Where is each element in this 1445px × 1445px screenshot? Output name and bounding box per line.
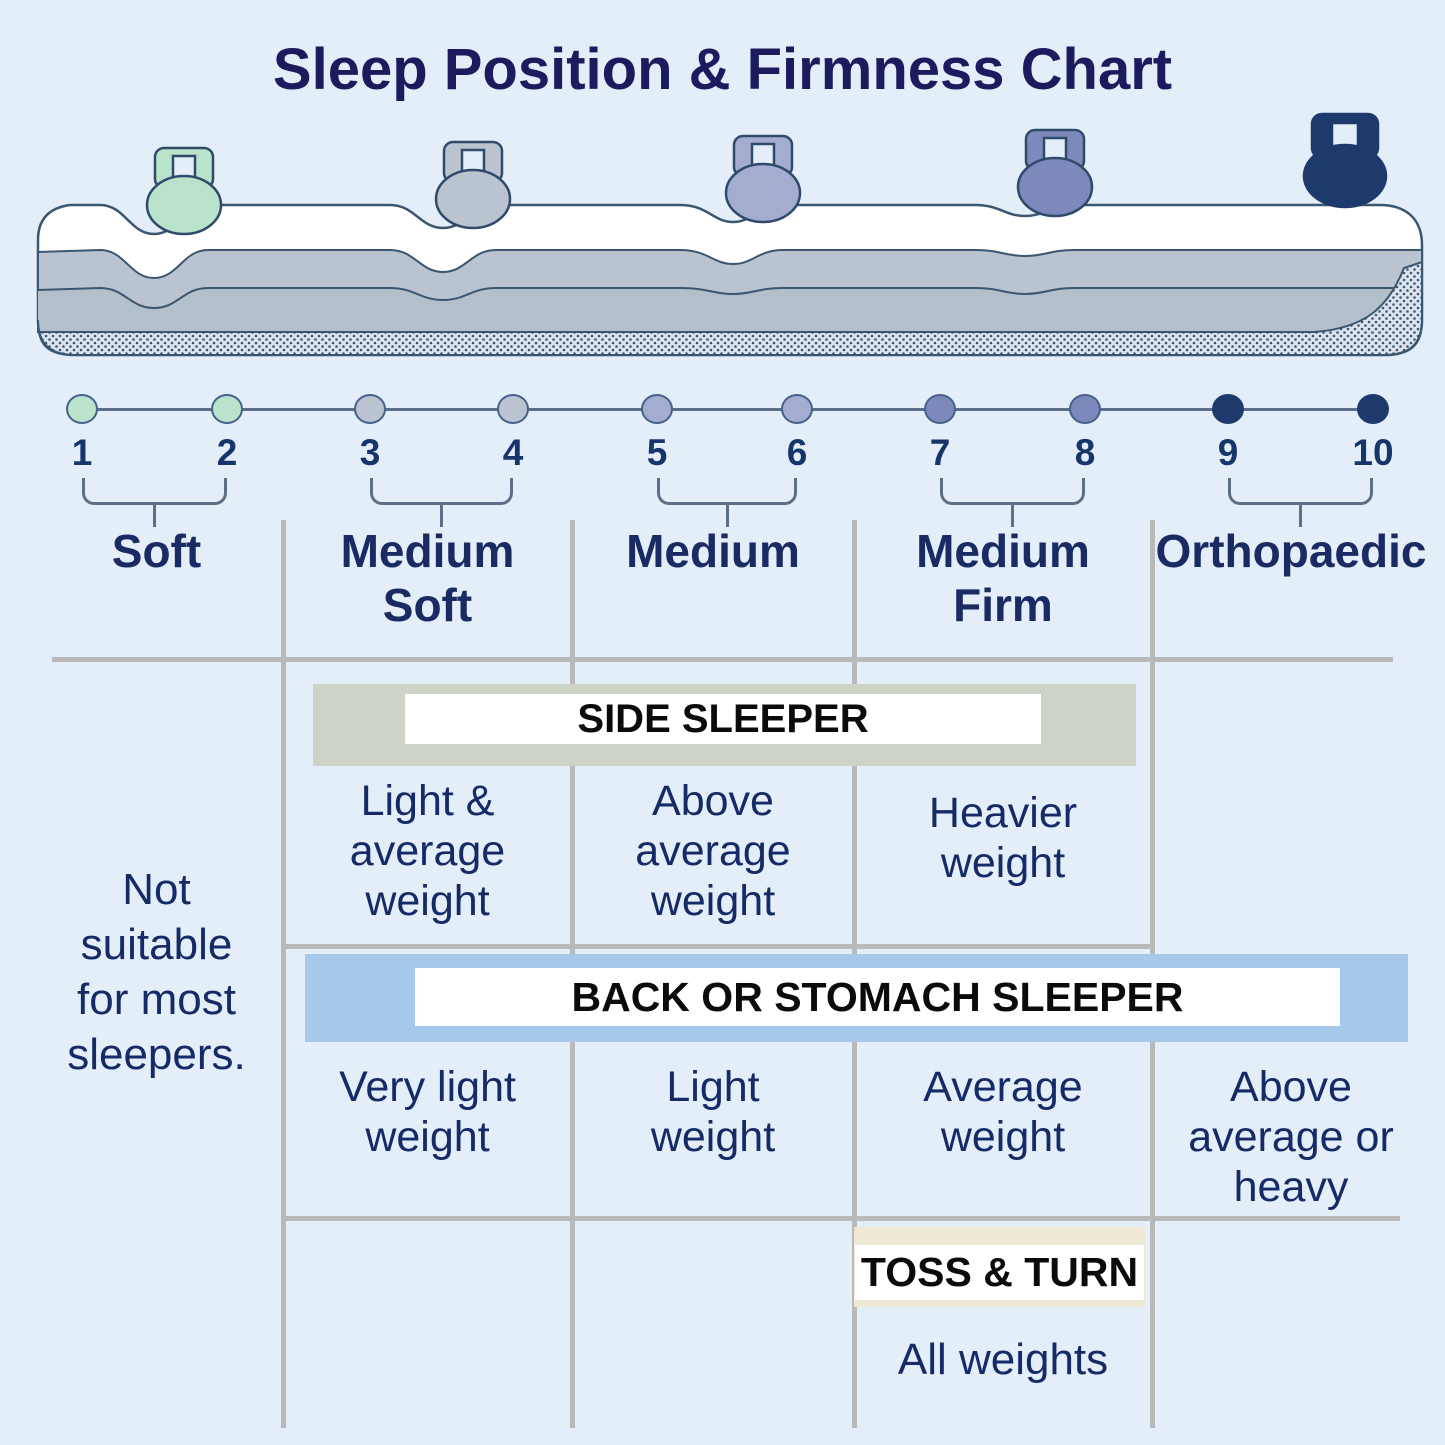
firmness-label-medium-firm: Medium Firm: [916, 525, 1090, 631]
kettlebell-4-icon: [1016, 128, 1094, 218]
back-sleeper-cell-medium: Light weight: [650, 1063, 776, 1161]
scale-dot-1: [66, 394, 98, 424]
scale-number: 7: [929, 432, 951, 473]
scale-dot-2: [211, 394, 243, 424]
scale-number: 8: [1074, 432, 1096, 473]
back-sleeper-cell-medium-soft: Very light weight: [339, 1063, 516, 1161]
mattress-illustration: [36, 112, 1424, 357]
side-sleeper-cell-medium-soft: Light & average weight: [349, 777, 506, 925]
not-suitable-note: Not suitable for most sleepers.: [67, 865, 246, 1079]
side-sleeper-band: SIDE SLEEPER: [313, 684, 1136, 766]
firmness-label-medium: Medium: [626, 525, 800, 577]
scale-dot-5: [641, 394, 673, 424]
scale-dot-9: [1212, 394, 1244, 424]
kettlebell-3-icon: [724, 134, 802, 224]
toss-turn-band: TOSS & TURN: [854, 1227, 1145, 1307]
scale-dot-10: [1357, 394, 1389, 424]
bracket-5-6: [657, 478, 797, 505]
back-stomach-sleeper-header: BACK OR STOMACH SLEEPER: [415, 968, 1340, 1026]
scale-dot-4: [497, 394, 529, 424]
scale-number: 1: [71, 432, 93, 473]
kettlebell-1-icon: [145, 146, 223, 236]
mattress-layer2: [37, 248, 1423, 310]
scale-number: 3: [359, 432, 381, 473]
back-stomach-sleeper-band: BACK OR STOMACH SLEEPER: [305, 954, 1408, 1042]
scale-number: 10: [1352, 432, 1394, 473]
row-divider: [283, 944, 1155, 949]
row-divider: [283, 1216, 1400, 1221]
bracket-tick: [440, 505, 443, 527]
row-divider: [52, 657, 1393, 662]
bracket-9-10: [1228, 478, 1373, 505]
bracket-3-4: [370, 478, 513, 505]
firmness-label-soft: Soft: [111, 525, 202, 577]
scale-dot-7: [924, 394, 956, 424]
kettlebell-5-icon: [1302, 112, 1388, 209]
page-title: Sleep Position & Firmness Chart: [272, 37, 1173, 102]
bracket-tick: [726, 505, 729, 527]
back-sleeper-cell-orthopaedic: Above average or heavy: [1188, 1063, 1394, 1211]
firmness-label-orthopaedic: Orthopaedic: [1155, 525, 1427, 577]
kettlebell-2-icon: [434, 140, 512, 230]
scale-number: 5: [646, 432, 668, 473]
bracket-7-8: [940, 478, 1085, 505]
scale-number: 6: [786, 432, 808, 473]
back-sleeper-cell-medium-firm: Average weight: [923, 1063, 1083, 1161]
firmness-label-medium-soft: Medium Soft: [340, 525, 515, 631]
scale-connector-line: [82, 408, 1373, 411]
bracket-tick: [153, 505, 156, 527]
scale-dot-3: [354, 394, 386, 424]
side-sleeper-header: SIDE SLEEPER: [405, 694, 1041, 744]
scale-dot-6: [781, 394, 813, 424]
column-divider: [281, 520, 286, 1428]
toss-turn-header: TOSS & TURN: [855, 1245, 1144, 1300]
scale-number: 2: [216, 432, 238, 473]
bracket-tick: [1299, 505, 1302, 527]
side-sleeper-cell-medium-firm: Heavier weight: [928, 789, 1078, 887]
mattress-dotted-layer: [37, 260, 1423, 356]
scale-number: 4: [502, 432, 524, 473]
bracket-tick: [1011, 505, 1014, 527]
scale-number: 9: [1217, 432, 1239, 473]
side-sleeper-cell-medium: Above average weight: [635, 777, 791, 925]
toss-turn-cell-all-weights: All weights: [897, 1335, 1109, 1384]
scale-dot-8: [1069, 394, 1101, 424]
bracket-1-2: [82, 478, 227, 505]
